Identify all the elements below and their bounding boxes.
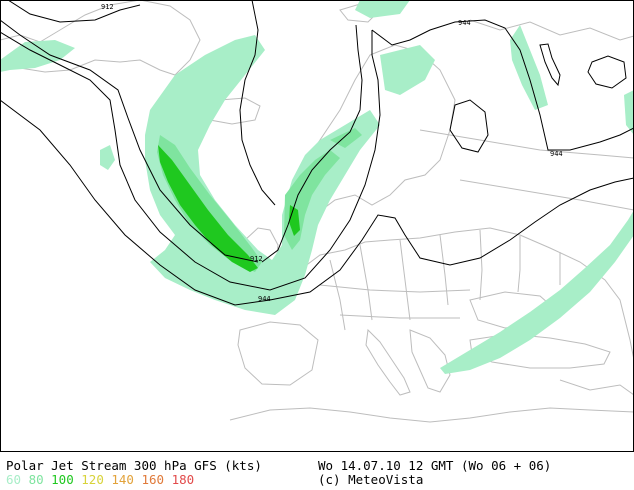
legend-item: 60 bbox=[6, 472, 29, 487]
geopotential-contours bbox=[0, 0, 634, 306]
legend-item: 80 bbox=[28, 472, 52, 487]
contour-label: 912 bbox=[101, 3, 114, 11]
contour-label: 944 bbox=[550, 150, 563, 158]
speed-legend: 60 80 100 120 140 160 180 bbox=[6, 473, 194, 487]
legend-item: 120 bbox=[81, 472, 112, 487]
contour-labels: 912 944 944 912 944 bbox=[101, 3, 563, 303]
contour-label: 912 bbox=[250, 255, 263, 263]
legend-item: 160 bbox=[141, 472, 172, 487]
copyright: (c) MeteoVista bbox=[318, 472, 424, 487]
map-footer: Polar Jet Stream 300 hPa GFS (kts) Wo 14… bbox=[0, 452, 634, 490]
jet-stream-map: 912 944 944 912 944 bbox=[0, 0, 634, 452]
timestamp: Wo 14.07.10 12 GMT (Wo 06 + 06) bbox=[318, 458, 552, 473]
legend-item: 140 bbox=[111, 472, 142, 487]
jet-60kt-areas bbox=[0, 0, 634, 374]
legend-item: 100 bbox=[51, 472, 82, 487]
contour-label: 944 bbox=[258, 295, 271, 303]
contour-label: 944 bbox=[458, 19, 471, 27]
chart-title: Polar Jet Stream 300 hPa GFS (kts) bbox=[6, 458, 262, 473]
legend-item: 180 bbox=[171, 472, 195, 487]
